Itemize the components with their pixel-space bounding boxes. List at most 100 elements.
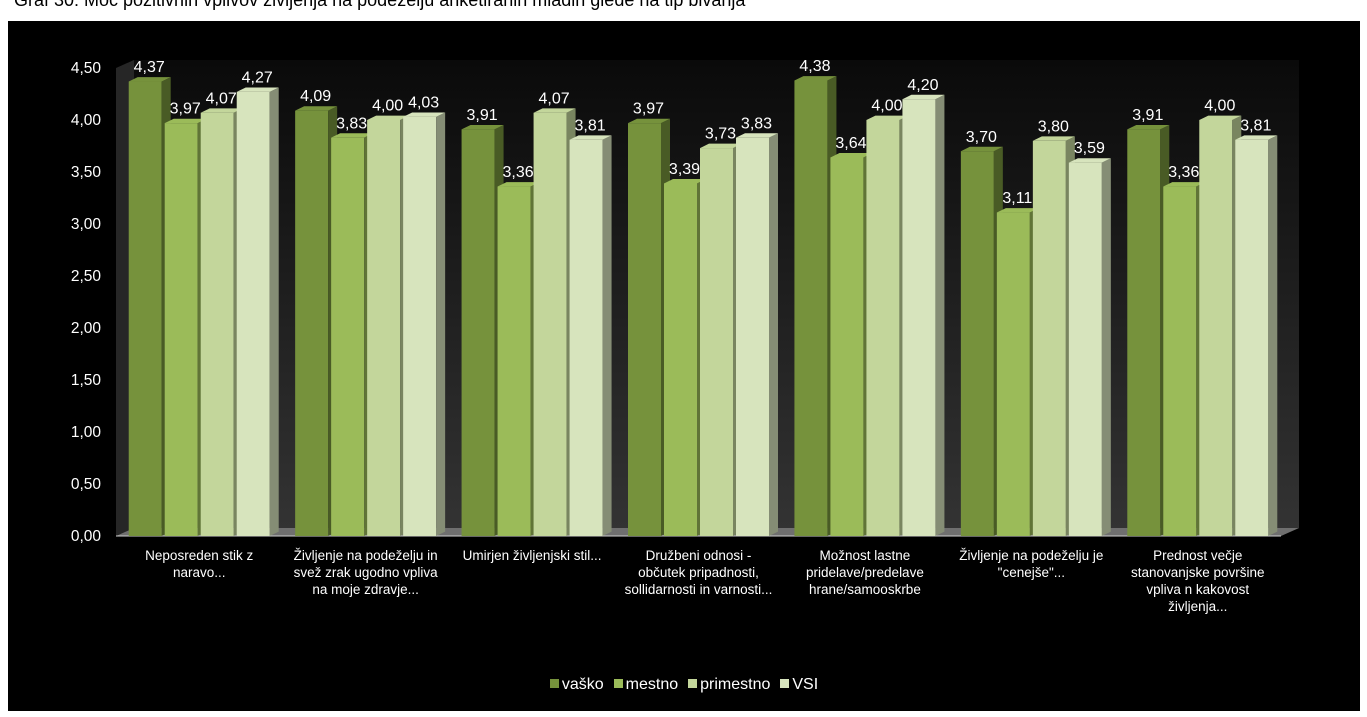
bar-side xyxy=(769,133,778,536)
bar-top xyxy=(960,146,1003,152)
bar-front xyxy=(295,110,329,536)
y-tick-label: 0,00 xyxy=(71,528,102,545)
data-label: 3,83 xyxy=(741,115,772,132)
legend-item: VSI xyxy=(780,676,818,694)
bar-top xyxy=(902,94,945,100)
bar-side xyxy=(1268,135,1278,537)
data-label: 4,07 xyxy=(206,90,237,107)
bar-front xyxy=(1235,139,1269,536)
data-label: 3,59 xyxy=(1074,140,1105,157)
bar-top xyxy=(664,179,706,184)
y-tick-label: 1,50 xyxy=(71,372,102,389)
bar xyxy=(403,112,446,536)
data-labels: 4,37 3,97 4,07 4,27 4,09 3,83 4,00 4,03 3,91 3,36… xyxy=(134,58,1272,207)
bar-side xyxy=(935,94,945,537)
bar-side xyxy=(602,135,612,537)
x-tick-label: Prednost večje stanovanjske površine vpl… xyxy=(1130,548,1265,614)
data-label: 3,91 xyxy=(467,107,498,124)
bar-top xyxy=(533,108,576,113)
bar-front xyxy=(164,123,198,537)
bar xyxy=(236,87,279,537)
bar-top xyxy=(1199,115,1242,120)
data-label: 4,37 xyxy=(134,59,165,76)
y-tick-label: 1,00 xyxy=(71,424,102,441)
bar xyxy=(902,94,945,537)
legend-label: VSI xyxy=(792,676,819,693)
y-axis-ticks: 0,00 0,50 1,00 1,50 2,00 2,50 3,00 3,50 4,00 4,50 xyxy=(71,60,102,545)
bar xyxy=(794,76,837,537)
bar-top xyxy=(403,112,446,117)
y-tick-label: 4,50 xyxy=(71,60,102,77)
data-label: 4,27 xyxy=(242,70,273,87)
data-label: 3,97 xyxy=(170,101,201,118)
bar-top xyxy=(200,108,243,113)
bar-front xyxy=(700,148,733,536)
bar-side xyxy=(436,112,446,536)
bar-top xyxy=(700,143,742,149)
bar xyxy=(331,133,374,536)
bar-front xyxy=(830,157,864,536)
bar xyxy=(569,135,612,537)
bar-top xyxy=(164,118,207,124)
data-label: 3,36 xyxy=(503,164,534,181)
bar-chart: 0,00 0,50 1,00 1,50 2,00 2,50 3,00 3,50 4,00 4,50… xyxy=(71,58,1299,545)
data-label: 3,36 xyxy=(1168,164,1199,181)
title-strip: Graf 30: Moč pozitivnih vplivov življenj… xyxy=(0,0,1367,20)
bar-side xyxy=(269,87,279,537)
y-tick-label: 3,50 xyxy=(71,164,102,181)
bar xyxy=(1163,182,1206,536)
page-title: Graf 30: Moč pozitivnih vplivov življenj… xyxy=(14,0,746,10)
bar xyxy=(664,179,706,537)
bar xyxy=(960,146,1003,537)
bar xyxy=(996,208,1039,536)
bar-side xyxy=(1101,158,1111,537)
bar-front xyxy=(533,112,567,536)
data-label: 4,03 xyxy=(408,94,439,111)
bar-front xyxy=(128,81,162,536)
bar-front xyxy=(1199,120,1233,536)
data-label: 3,73 xyxy=(705,126,736,143)
bar-top xyxy=(866,115,909,120)
data-label: 4,00 xyxy=(372,98,403,115)
bar-top xyxy=(1235,135,1278,140)
bar-front xyxy=(1032,140,1066,537)
x-tick-label: Neposreden stik z naravo... xyxy=(145,548,254,580)
x-tick-label: Življenje na podeželju in svež zrak ugod… xyxy=(293,548,438,597)
bar-front xyxy=(902,99,936,536)
bars xyxy=(128,76,1278,537)
y-tick-label: 4,00 xyxy=(71,112,102,129)
bar-front xyxy=(200,112,234,536)
bar-top xyxy=(497,182,540,187)
y-tick-label: 2,50 xyxy=(71,268,102,285)
bar xyxy=(1199,115,1242,536)
y-tick-label: 2,00 xyxy=(71,320,102,337)
bar-top xyxy=(236,87,279,92)
legend-label: vaško xyxy=(561,676,604,693)
bar xyxy=(295,106,338,537)
x-tick-label: Umirjen življenjski stil... xyxy=(462,548,602,563)
data-label: 3,81 xyxy=(575,117,606,134)
legend-swatch xyxy=(549,679,559,688)
bar-front xyxy=(1068,162,1102,536)
bar-top xyxy=(331,133,374,138)
bar-top xyxy=(830,153,873,158)
bar xyxy=(1032,136,1075,537)
data-label: 3,39 xyxy=(669,161,700,178)
bar-front xyxy=(664,183,697,536)
bar-front xyxy=(866,120,900,536)
bar-top xyxy=(794,76,837,81)
bar-front xyxy=(569,139,603,536)
data-label: 3,97 xyxy=(633,101,664,118)
bar-front xyxy=(236,91,270,537)
bar-top xyxy=(1068,158,1111,163)
x-tick-label: Življenje na podeželju je "cenejše"... xyxy=(959,548,1104,580)
data-label: 4,00 xyxy=(1204,98,1235,115)
y-tick-label: 3,00 xyxy=(71,216,102,233)
bar xyxy=(497,182,540,536)
bar-top xyxy=(569,135,612,140)
data-label: 3,91 xyxy=(1132,107,1163,124)
bar-top xyxy=(1163,182,1206,187)
legend-item: vaško xyxy=(549,676,604,694)
legend: vaško mestno primestno VSI xyxy=(8,676,1360,694)
bar-front xyxy=(960,151,994,536)
